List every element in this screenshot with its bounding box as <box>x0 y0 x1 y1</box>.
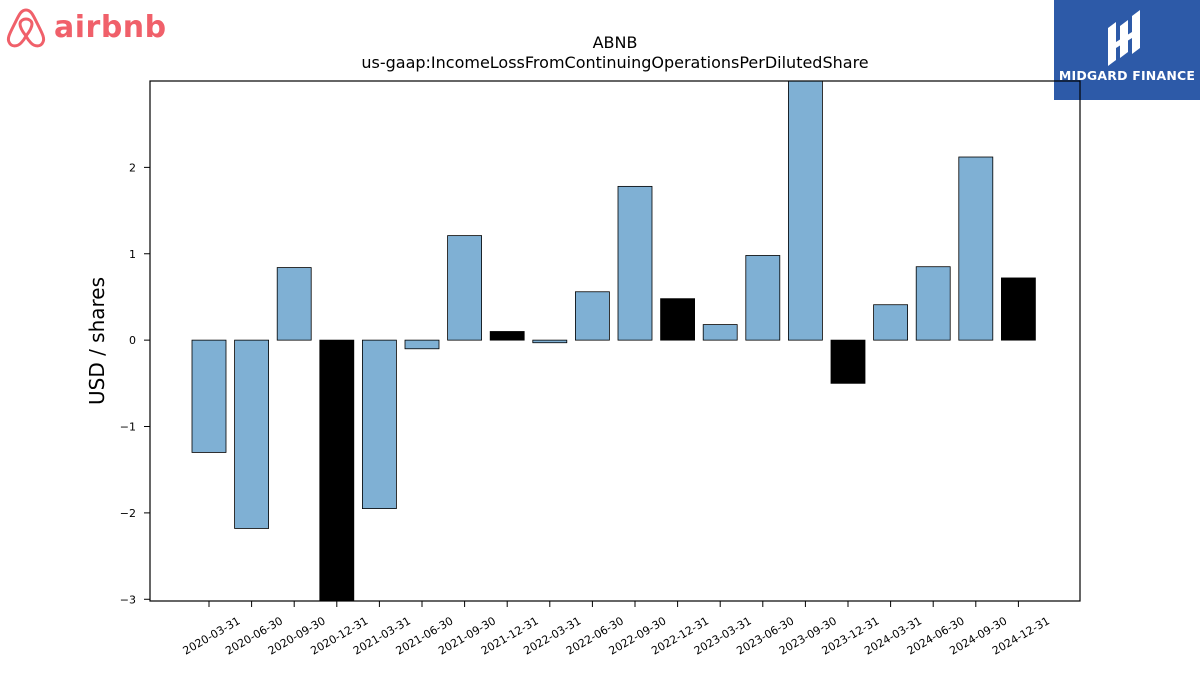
bar-2024-03-31 <box>873 304 908 341</box>
midgard-wordmark: MIDGARD FINANCE <box>1058 68 1196 83</box>
chart-title: ABNB <box>593 33 638 52</box>
bar-2023-09-30 <box>788 81 823 341</box>
y-tick-label: 1 <box>129 248 136 261</box>
bar-2024-12-31 <box>1001 277 1036 341</box>
bars-group <box>191 81 1036 601</box>
airbnb-belo-icon <box>6 8 46 48</box>
bar-2023-06-30 <box>745 255 781 341</box>
plot-frame <box>149 80 1081 602</box>
midgard-finance-logo: MIDGARD FINANCE <box>1054 0 1200 100</box>
x-axis: 2020-03-312020-06-302020-09-302020-12-31… <box>181 601 1052 658</box>
bar-2023-12-31 <box>830 339 866 384</box>
chart-subtitle: us-gaap:IncomeLossFromContinuingOperatio… <box>361 53 868 72</box>
y-axis-label: USD / shares <box>85 277 109 405</box>
bar-2020-03-31 <box>191 339 227 453</box>
bar-2024-06-30 <box>915 266 951 341</box>
bar-2022-12-31 <box>660 298 695 341</box>
airbnb-wordmark: airbnb <box>54 9 167 45</box>
bar-2022-03-31 <box>532 339 568 344</box>
y-tick-label: −2 <box>120 507 136 520</box>
y-axis: −3 −2 −1 0 1 2 <box>120 161 150 606</box>
bar-2021-06-30 <box>404 339 440 350</box>
y-tick-label: 2 <box>129 161 136 174</box>
bar-2021-12-31 <box>489 331 525 341</box>
bar-2021-09-30 <box>447 235 483 341</box>
bar-2022-09-30 <box>617 185 653 341</box>
bar-2022-06-30 <box>575 291 610 341</box>
bar-2020-09-30 <box>276 267 312 341</box>
y-tick-label: 0 <box>129 334 136 347</box>
midgard-mark-icon <box>1108 10 1140 66</box>
y-tick-label: −1 <box>120 421 136 434</box>
bar-2020-12-31 <box>319 339 355 601</box>
bar-2023-03-31 <box>702 324 738 341</box>
bar-2021-03-31 <box>361 339 397 509</box>
airbnb-logo: airbnb <box>4 4 167 50</box>
bar-2020-06-30 <box>234 339 270 529</box>
bar-2024-09-30 <box>958 156 994 341</box>
y-tick-label: −3 <box>120 593 136 606</box>
